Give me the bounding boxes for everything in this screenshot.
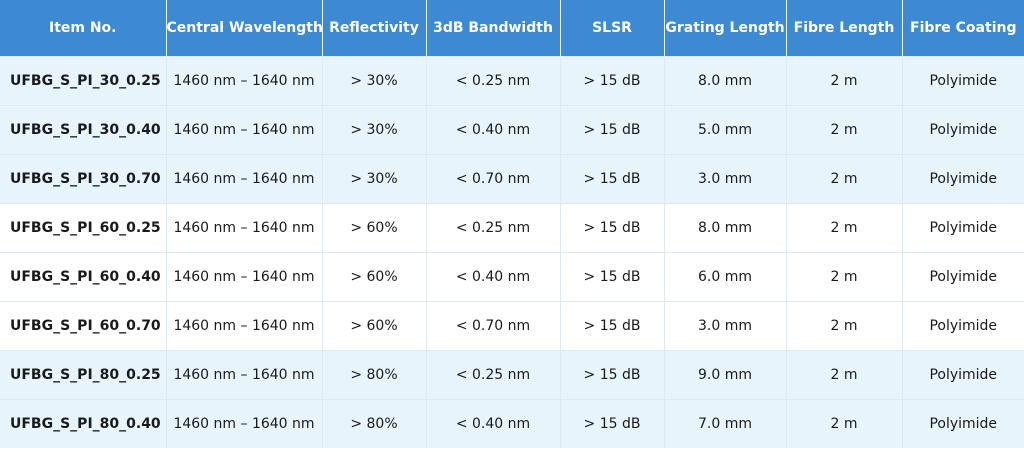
cell-reflectivity: > 60% (322, 252, 427, 302)
cell-grating-length: 8.0 mm (664, 56, 787, 106)
cell-slsr: > 15 dB (560, 154, 665, 204)
cell-item-no: UFBG_S_PI_60_0.70 (0, 301, 167, 351)
table-header-row: Item No. Central Wavelength Reflectivity… (0, 0, 1024, 57)
cell-grating-length: 8.0 mm (664, 203, 787, 253)
cell-3db-bandwidth: < 0.25 nm (426, 350, 561, 400)
cell-central-wavelength: 1460 nm – 1640 nm (166, 301, 323, 351)
cell-slsr: > 15 dB (560, 301, 665, 351)
cell-fibre-coating: Polyimide (902, 154, 1024, 204)
cell-central-wavelength: 1460 nm – 1640 nm (166, 399, 323, 448)
header-fibre-coating: Fibre Coating (902, 0, 1024, 57)
cell-3db-bandwidth: < 0.25 nm (426, 56, 561, 106)
cell-fibre-coating: Polyimide (902, 203, 1024, 253)
cell-fibre-length: 2 m (786, 399, 903, 448)
cell-slsr: > 15 dB (560, 56, 665, 106)
cell-fibre-coating: Polyimide (902, 105, 1024, 155)
cell-reflectivity: > 80% (322, 399, 427, 448)
cell-item-no: UFBG_S_PI_60_0.40 (0, 252, 167, 302)
cell-grating-length: 7.0 mm (664, 399, 787, 448)
table-row: UFBG_S_PI_30_0.25 1460 nm – 1640 nm > 30… (0, 56, 1024, 106)
cell-3db-bandwidth: < 0.40 nm (426, 252, 561, 302)
header-slsr: SLSR (560, 0, 665, 57)
cell-3db-bandwidth: < 0.40 nm (426, 399, 561, 448)
table-row: UFBG_S_PI_60_0.25 1460 nm – 1640 nm > 60… (0, 203, 1024, 253)
header-fibre-length: Fibre Length (786, 0, 903, 57)
cell-fibre-coating: Polyimide (902, 350, 1024, 400)
cell-slsr: > 15 dB (560, 399, 665, 448)
table-row: UFBG_S_PI_80_0.40 1460 nm – 1640 nm > 80… (0, 399, 1024, 448)
cell-central-wavelength: 1460 nm – 1640 nm (166, 350, 323, 400)
cell-item-no: UFBG_S_PI_80_0.25 (0, 350, 167, 400)
cell-fibre-coating: Polyimide (902, 399, 1024, 448)
cell-central-wavelength: 1460 nm – 1640 nm (166, 105, 323, 155)
cell-fibre-length: 2 m (786, 252, 903, 302)
cell-fibre-length: 2 m (786, 350, 903, 400)
cell-central-wavelength: 1460 nm – 1640 nm (166, 203, 323, 253)
cell-fibre-coating: Polyimide (902, 301, 1024, 351)
cell-fibre-coating: Polyimide (902, 252, 1024, 302)
header-reflectivity: Reflectivity (322, 0, 427, 57)
cell-grating-length: 6.0 mm (664, 252, 787, 302)
cell-3db-bandwidth: < 0.40 nm (426, 105, 561, 155)
cell-fibre-coating: Polyimide (902, 56, 1024, 106)
cell-fibre-length: 2 m (786, 203, 903, 253)
cell-fibre-length: 2 m (786, 56, 903, 106)
cell-reflectivity: > 30% (322, 56, 427, 106)
table-row: UFBG_S_PI_60_0.70 1460 nm – 1640 nm > 60… (0, 301, 1024, 351)
table-row: UFBG_S_PI_60_0.40 1460 nm – 1640 nm > 60… (0, 252, 1024, 302)
cell-item-no: UFBG_S_PI_30_0.40 (0, 105, 167, 155)
header-3db-bandwidth: 3dB Bandwidth (426, 0, 561, 57)
cell-fibre-length: 2 m (786, 154, 903, 204)
cell-item-no: UFBG_S_PI_30_0.25 (0, 56, 167, 106)
cell-grating-length: 3.0 mm (664, 301, 787, 351)
cell-central-wavelength: 1460 nm – 1640 nm (166, 56, 323, 106)
header-item-no: Item No. (0, 0, 167, 57)
table-row: UFBG_S_PI_30_0.70 1460 nm – 1640 nm > 30… (0, 154, 1024, 204)
cell-grating-length: 5.0 mm (664, 105, 787, 155)
cell-slsr: > 15 dB (560, 252, 665, 302)
cell-slsr: > 15 dB (560, 203, 665, 253)
cell-reflectivity: > 60% (322, 203, 427, 253)
cell-item-no: UFBG_S_PI_60_0.25 (0, 203, 167, 253)
cell-item-no: UFBG_S_PI_80_0.40 (0, 399, 167, 448)
cell-grating-length: 9.0 mm (664, 350, 787, 400)
cell-slsr: > 15 dB (560, 350, 665, 400)
cell-central-wavelength: 1460 nm – 1640 nm (166, 252, 323, 302)
cell-fibre-length: 2 m (786, 105, 903, 155)
header-grating-length: Grating Length (664, 0, 787, 57)
cell-reflectivity: > 60% (322, 301, 427, 351)
cell-central-wavelength: 1460 nm – 1640 nm (166, 154, 323, 204)
header-central-wavelength: Central Wavelength (166, 0, 323, 57)
cell-item-no: UFBG_S_PI_30_0.70 (0, 154, 167, 204)
cell-reflectivity: > 30% (322, 105, 427, 155)
table-row: UFBG_S_PI_80_0.25 1460 nm – 1640 nm > 80… (0, 350, 1024, 400)
table-row: UFBG_S_PI_30_0.40 1460 nm – 1640 nm > 30… (0, 105, 1024, 155)
cell-slsr: > 15 dB (560, 105, 665, 155)
cell-reflectivity: > 80% (322, 350, 427, 400)
cell-reflectivity: > 30% (322, 154, 427, 204)
cell-3db-bandwidth: < 0.70 nm (426, 154, 561, 204)
cell-3db-bandwidth: < 0.70 nm (426, 301, 561, 351)
cell-fibre-length: 2 m (786, 301, 903, 351)
cell-3db-bandwidth: < 0.25 nm (426, 203, 561, 253)
cell-grating-length: 3.0 mm (664, 154, 787, 204)
